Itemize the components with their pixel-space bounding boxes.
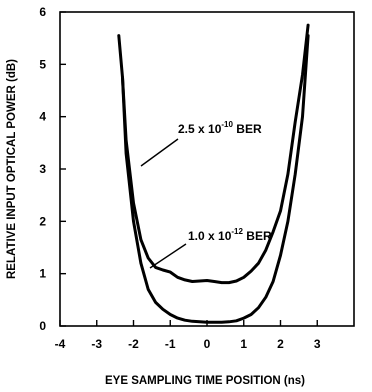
y-tick-label: 4 <box>39 110 46 124</box>
x-axis-label: EYE SAMPLING TIME POSITION (ns) <box>105 375 305 387</box>
y-axis-label: RELATIVE INPUT OPTICAL POWER (dB) <box>6 59 18 279</box>
x-tick-label: -2 <box>128 337 139 351</box>
series-label-1: 2.5 x 10-10 BER <box>178 120 262 136</box>
y-tick-label: 5 <box>39 57 46 71</box>
series-line-1 <box>117 23 310 285</box>
annotation-leader-1 <box>140 138 179 167</box>
x-tick-label: 1 <box>240 337 247 351</box>
y-tick-label: 1 <box>39 267 46 281</box>
annotation-leader-2 <box>149 243 187 269</box>
y-tick-label: 6 <box>39 5 46 19</box>
axis-ticks <box>59 11 318 327</box>
x-tick-label: 0 <box>204 337 211 351</box>
series-label-2: 1.0 x 10-12 BER <box>188 227 272 243</box>
y-tick-label: 2 <box>39 214 46 228</box>
annotations: 2.5 x 10-10 BER 1.0 x 10-12 BER <box>140 120 272 269</box>
plot-frame <box>59 11 355 327</box>
x-tick-label: 3 <box>314 337 321 351</box>
x-tick-label: -4 <box>55 337 66 351</box>
series-line-2 <box>121 34 310 324</box>
x-tick-label: -1 <box>165 337 176 351</box>
series-lines <box>117 23 310 324</box>
y-tick-label: 0 <box>39 319 46 333</box>
y-tick-label: 3 <box>39 162 46 176</box>
tick-labels: -4 -3 -2 -1 0 1 2 3 0 1 2 3 4 5 6 <box>39 5 321 351</box>
x-tick-label: -3 <box>91 337 102 351</box>
x-tick-label: 2 <box>277 337 284 351</box>
